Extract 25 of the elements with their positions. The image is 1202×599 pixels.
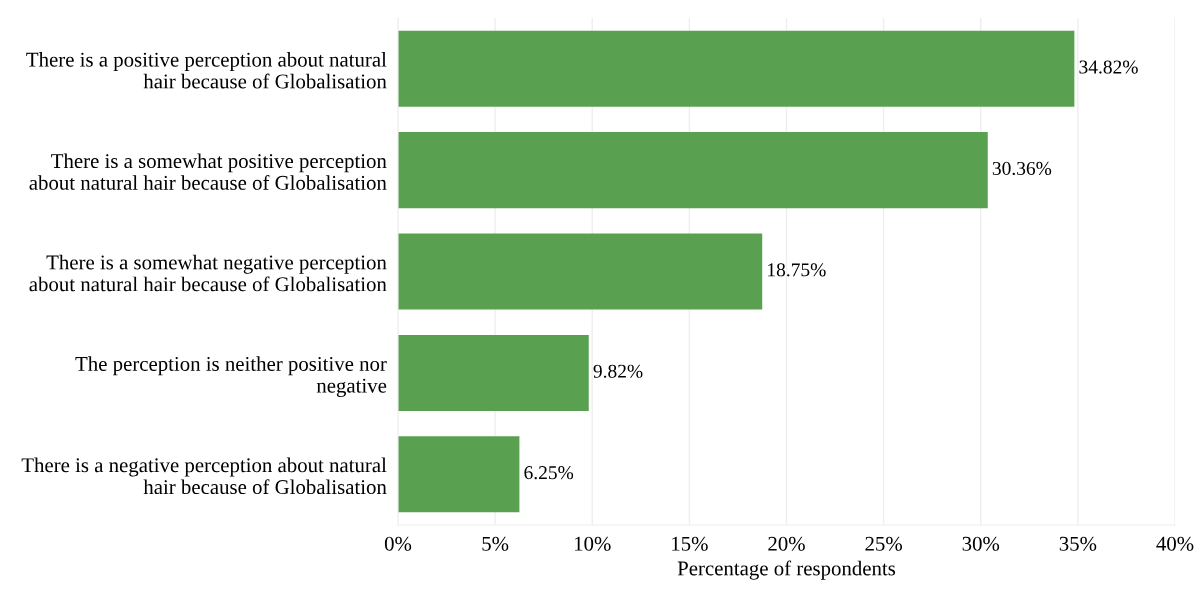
x-axis-title: Percentage of respondents [677, 560, 896, 580]
x-tick-label: 15% [672, 536, 708, 551]
x-tick-label: 10% [574, 536, 611, 551]
x-tick-label: 20% [768, 536, 805, 551]
data-label: 30.36% [992, 161, 1052, 176]
y-tick-label: There is a positive perception about natural hair because of Globalisation [26, 52, 387, 89]
x-tick-label: 25% [865, 536, 903, 551]
bar [398, 436, 520, 513]
x-tick-label: 40% [1156, 536, 1194, 551]
bar [398, 334, 589, 411]
data-label: 6.25% [524, 466, 574, 480]
x-tick-label: 30% [962, 536, 1000, 551]
bar [398, 233, 763, 310]
data-label: 34.82% [1079, 60, 1138, 74]
data-label: 18.75% [768, 263, 826, 277]
y-tick-label: The perception is neither positive nor negative [75, 356, 387, 397]
y-tick-label: There is a somewhat negative perception about natural hair because of Globalisation [29, 254, 387, 292]
x-tick-label: 0% [384, 536, 412, 551]
x-tick-label: 35% [1059, 536, 1097, 551]
bar [398, 132, 988, 209]
data-label: 9.82% [593, 364, 643, 378]
y-tick-label: There is a somewhat positive perception about natural hair because of Globalisation [29, 153, 387, 190]
y-tick-label: There is a negative perception about natural hair because of Globalisation [21, 457, 387, 495]
bar [398, 30, 1075, 107]
x-tick-label: 5% [482, 536, 509, 551]
